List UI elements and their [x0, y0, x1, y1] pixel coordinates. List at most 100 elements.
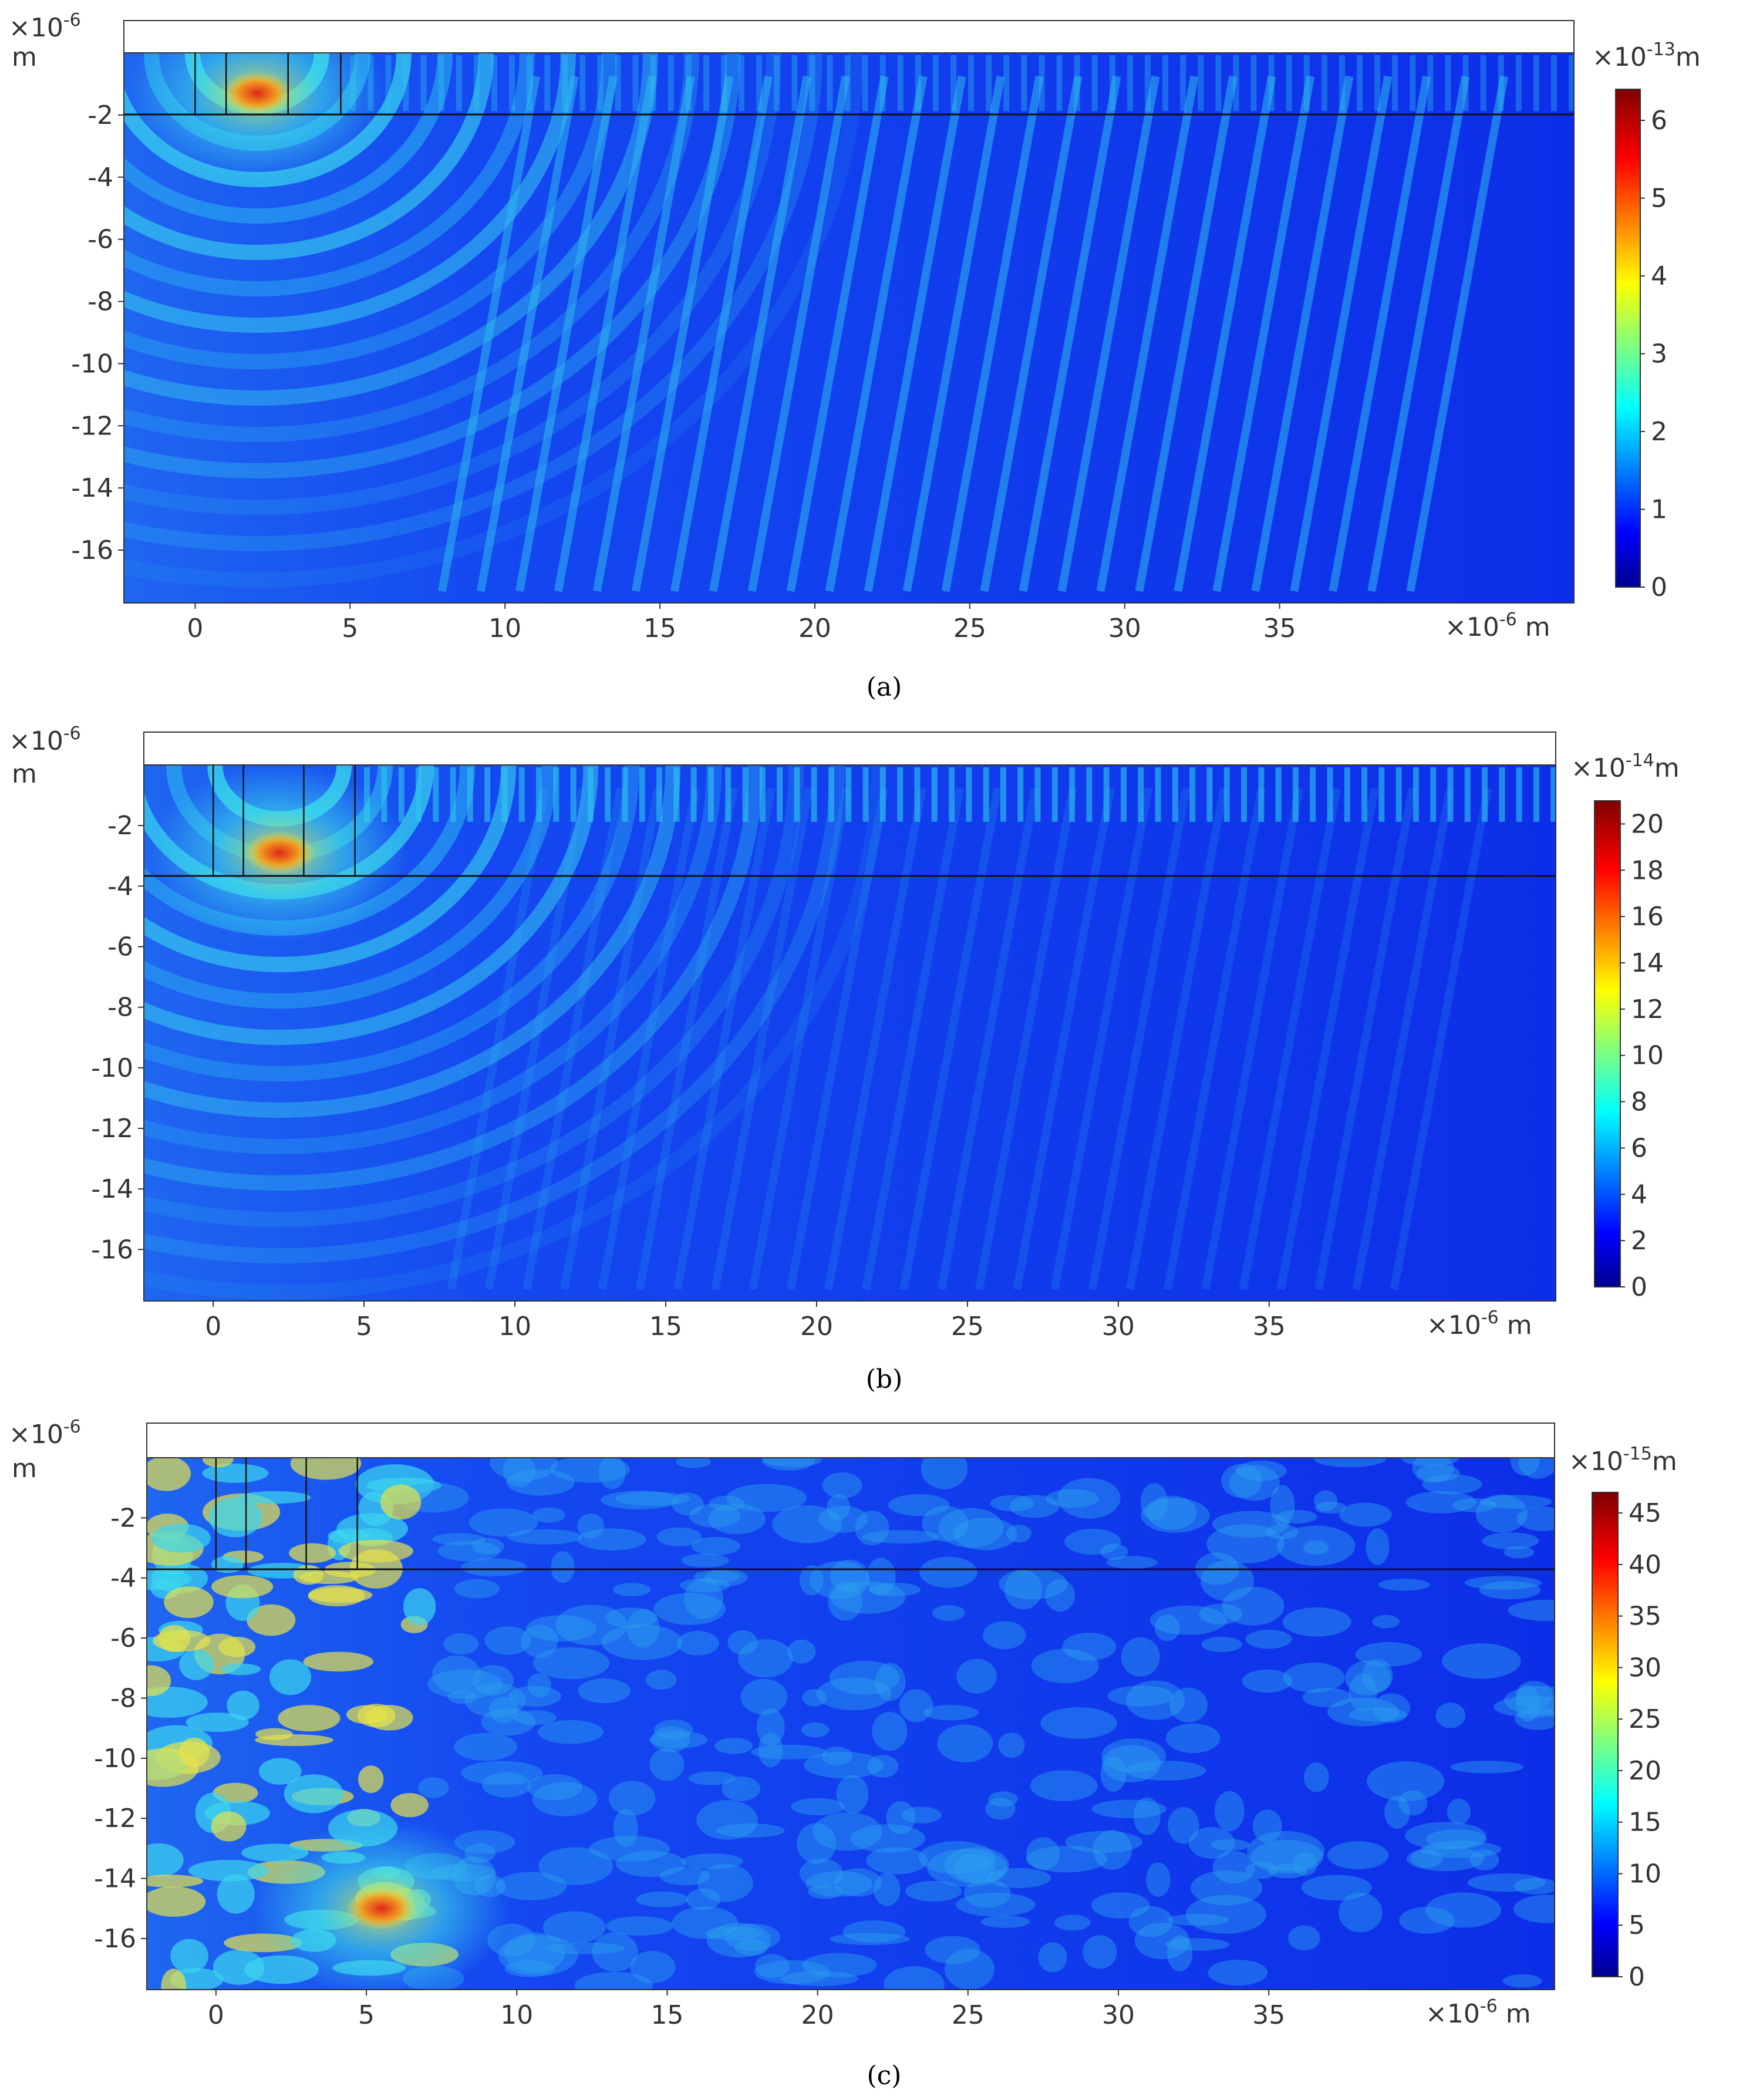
y-tick-label: -4	[87, 163, 113, 193]
y-tick-label: -8	[110, 1683, 136, 1713]
x-tick-label: 30	[1102, 1312, 1135, 1341]
y-tick-label: -12	[71, 411, 113, 441]
y-unit-m: m	[12, 42, 37, 72]
y-tick-label: -10	[91, 1053, 133, 1083]
y-tick-label: -2	[107, 811, 133, 841]
colorbar-tick-label: 1	[1651, 495, 1667, 525]
x-tick-label: 10	[498, 1312, 531, 1341]
y-tick-label: -4	[110, 1563, 136, 1593]
x-tick-label: 5	[358, 2000, 375, 2030]
colorbar	[1615, 89, 1641, 588]
wave-pattern	[144, 765, 1556, 1300]
colorbar-tick-label: 3	[1651, 339, 1667, 369]
plot-frame	[143, 764, 1556, 1302]
x-tick-label: 15	[650, 2000, 683, 2030]
y-tick-label: -2	[110, 1503, 136, 1533]
y-tick-label: -8	[107, 993, 133, 1023]
y-tick-label: -10	[71, 349, 113, 379]
colorbar-tick-label: 20	[1631, 809, 1664, 839]
y-tick-label: -2	[87, 100, 113, 130]
colorbar-tick-label: 15	[1629, 1808, 1661, 1838]
colorbar-tick-label: 35	[1629, 1602, 1661, 1632]
colorbar-tick-label: 6	[1651, 106, 1667, 136]
x-tick-label: 0	[208, 2000, 224, 2030]
panel-c: -2 -4 -6 -8 -10 -12 -14 -16 0 5 10 15 20 25 30 35 ×10-6 m…	[9, 1417, 1677, 2091]
x-tick-label: 0	[205, 1312, 221, 1341]
y-tick-label: -10	[94, 1744, 136, 1774]
max-displacement-spot	[346, 1887, 417, 1930]
colorbar-tick-label: 20	[1629, 1756, 1661, 1786]
colorbar-tick-label: 16	[1631, 902, 1664, 932]
x-tick-label: 35	[1253, 1312, 1286, 1341]
colorbar-tick-label: 6	[1631, 1133, 1647, 1163]
panel-caption: (b)	[866, 1364, 903, 1394]
y-tick-label: -16	[94, 1924, 136, 1954]
wave-pattern	[147, 1458, 1555, 1990]
colorbar-unit-label: ×10-15m	[1569, 1444, 1677, 1477]
y-tick-label: -16	[71, 535, 113, 565]
colorbar-unit-label: ×10-14m	[1571, 750, 1680, 783]
panel-a: -2-4-6-8-10-12-14-160 5 10 15 20 25 30 35×10-6m…	[9, 10, 1701, 702]
x-tick-label: 5	[356, 1312, 372, 1341]
y-tick-label: -12	[94, 1804, 136, 1833]
colorbar-tick-label: 2	[1651, 417, 1667, 447]
y-unit-m: m	[12, 759, 37, 789]
colorbar-tick-label: 12	[1631, 995, 1664, 1024]
x-unit-label: ×10-6 m	[1427, 1307, 1532, 1340]
x-tick-label: 20	[798, 614, 831, 643]
colorbar-tick-label: 10	[1629, 1859, 1661, 1889]
x-tick-label: 35	[1252, 2000, 1285, 2030]
max-displacement-spot	[244, 831, 315, 874]
colorbar	[1594, 800, 1621, 1287]
x-tick-label: 10	[488, 614, 521, 643]
x-tick-label: 35	[1263, 614, 1296, 643]
colorbar-tick-label: 25	[1629, 1704, 1661, 1734]
x-tick-label: 15	[643, 614, 676, 643]
air-layer	[146, 1423, 1555, 1458]
x-tick-label: 25	[953, 614, 986, 643]
panel-caption: (c)	[867, 2061, 902, 2091]
x-tick-label: 30	[1102, 2000, 1135, 2030]
plot-frame	[123, 52, 1575, 604]
y-tick-label: -6	[87, 225, 113, 255]
x-unit-label: ×10-6 m	[1445, 609, 1550, 642]
y-tick-label: -12	[91, 1114, 133, 1144]
colorbar-tick-label: 8	[1631, 1087, 1647, 1117]
colorbar-tick-label: 45	[1629, 1498, 1661, 1528]
panel-caption: (a)	[867, 672, 902, 702]
wave-pattern	[124, 53, 1574, 592]
colorbar-tick-label: 14	[1631, 948, 1664, 978]
colorbar-tick-label: 2	[1631, 1226, 1647, 1256]
y-unit-m: m	[12, 1454, 37, 1484]
y-tick-label: -6	[107, 932, 133, 962]
y-tick-label: -16	[91, 1235, 133, 1265]
x-tick-label: 5	[342, 614, 358, 643]
x-tick-label: 20	[800, 1312, 833, 1341]
colorbar-tick-label: 0	[1629, 1962, 1645, 1992]
x-tick-label: 20	[801, 2000, 834, 2030]
max-displacement-spot	[221, 72, 292, 114]
x-tick-label: 10	[500, 2000, 533, 2030]
plot-frame	[146, 1457, 1555, 1990]
x-tick-label: 25	[952, 2000, 985, 2030]
colorbar-tick-label: 5	[1629, 1910, 1645, 1940]
colorbar-tick-label: 30	[1629, 1653, 1661, 1683]
colorbar-tick-label: 4	[1651, 261, 1667, 291]
x-tick-label: 25	[951, 1312, 984, 1341]
colorbar-tick-label: 0	[1631, 1272, 1647, 1302]
x-tick-label: 15	[649, 1312, 682, 1341]
colorbar-unit-label: ×10-13m	[1592, 39, 1701, 72]
x-tick-label: 0	[187, 614, 203, 643]
colorbar-tick-label: 10	[1631, 1041, 1664, 1071]
air-layer	[123, 20, 1575, 53]
y-unit-label: ×10-6	[9, 723, 81, 756]
colorbar-tick-label: 40	[1629, 1550, 1661, 1580]
colorbar-tick-label: 0	[1651, 572, 1667, 602]
y-unit-label: ×10-6	[9, 1417, 81, 1450]
colorbar-tick-label: 4	[1631, 1179, 1647, 1209]
y-tick-label: -6	[110, 1623, 136, 1653]
x-tick-label: 30	[1108, 614, 1141, 643]
panel-b: -2-4-6-8-10-12-14-160 5 10 15 20 25 30 35×10-6m…	[9, 723, 1680, 1394]
y-tick-label: -4	[107, 871, 133, 901]
